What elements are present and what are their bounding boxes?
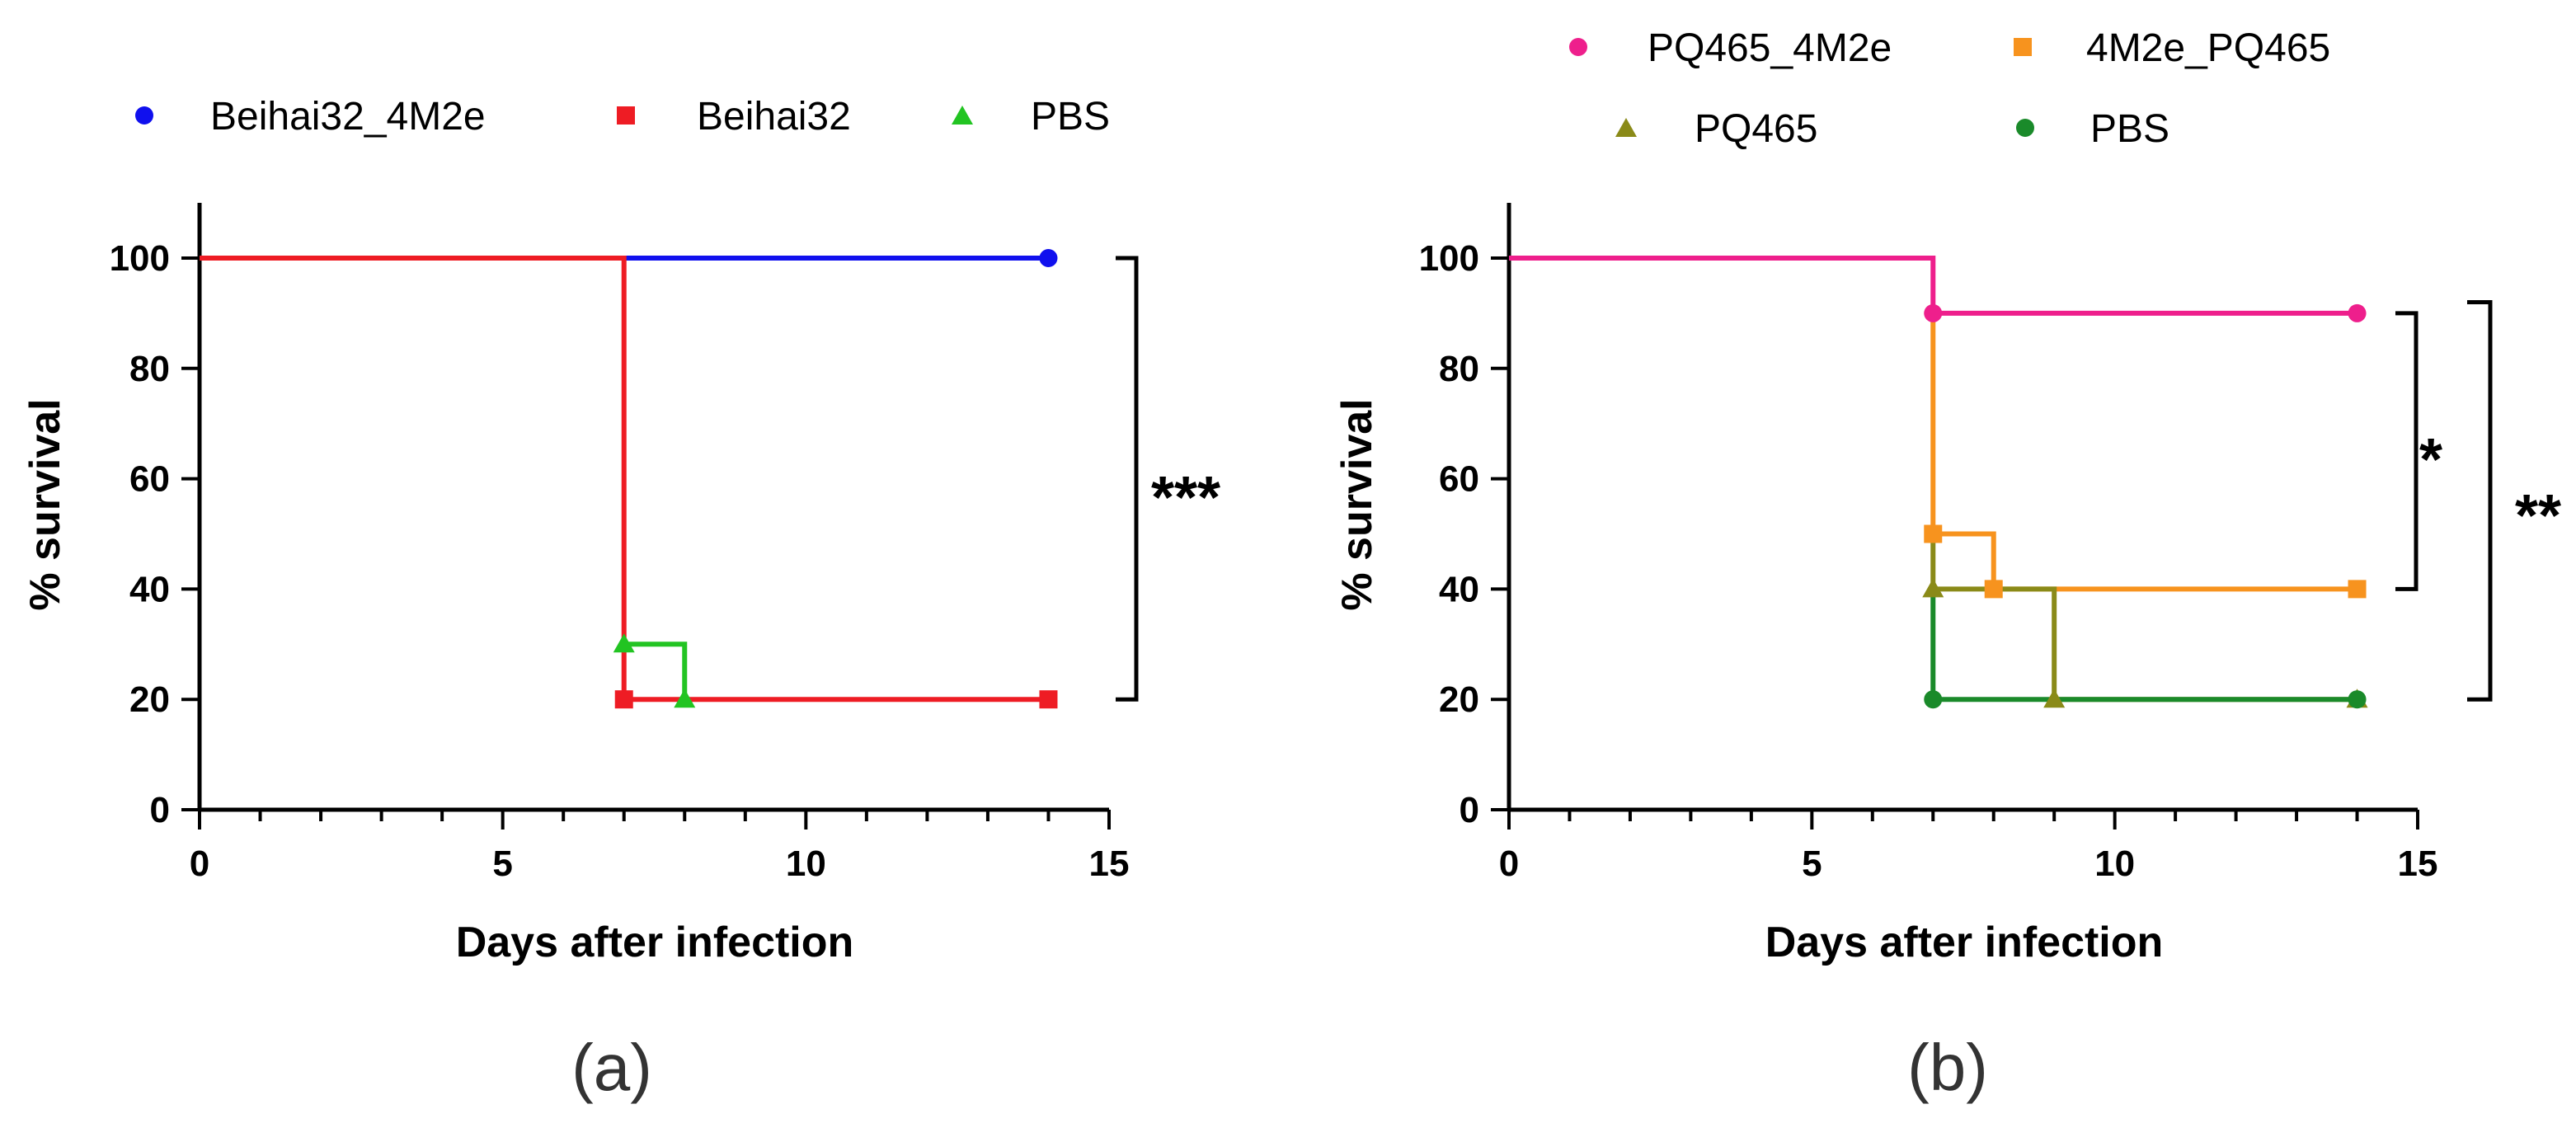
- significance-label: ***: [1151, 465, 1220, 531]
- legend-label: Beihai32_4M2e: [210, 95, 486, 139]
- data-point-marker: [1924, 524, 1943, 543]
- y-tick-label: 80: [1439, 349, 1479, 389]
- legend-entry: PBS: [2016, 107, 2169, 151]
- data-point-marker: [2348, 690, 2367, 709]
- legend-entry: PQ465: [1615, 107, 1817, 151]
- legend-label: Beihai32: [697, 95, 851, 139]
- x-axis-label: Days after infection: [456, 919, 854, 966]
- y-tick-label: 0: [1460, 790, 1479, 830]
- panel-label: (b): [1907, 1031, 1988, 1104]
- significance-label: **: [2515, 483, 2561, 549]
- y-tick-label: 20: [129, 679, 170, 720]
- legend-label: PBS: [1031, 95, 1110, 139]
- legend-entry: PQ465_4M2e: [1569, 26, 1892, 70]
- data-point-marker: [2043, 689, 2066, 708]
- significance-label: *: [2419, 427, 2442, 493]
- y-tick-label: 80: [129, 349, 170, 389]
- data-point-marker: [614, 690, 633, 709]
- data-point-marker: [1984, 580, 2003, 599]
- x-tick-label: 10: [786, 844, 826, 884]
- y-tick-label: 40: [1439, 569, 1479, 609]
- panel-a: Beihai32_4M2e Beihai32 PBS % survival Da…: [21, 95, 1220, 1104]
- data-point-marker: [2348, 580, 2367, 599]
- legend-label: 4M2e_PQ465: [2086, 26, 2330, 70]
- plot-area: 0 5 10 15 0 20 40 60 80 100: [1419, 203, 2493, 884]
- series-line: [623, 642, 688, 700]
- y-tick-label: 100: [1419, 238, 1479, 279]
- x-tick-label: 5: [1802, 844, 1822, 884]
- legend-label: PBS: [2090, 107, 2169, 151]
- series-line: [1930, 313, 2357, 592]
- x-tick-label: 15: [2398, 844, 2438, 884]
- y-axis-label: % survival: [21, 398, 69, 610]
- data-point-marker: [1922, 578, 1944, 598]
- x-tick-label: 10: [2094, 844, 2135, 884]
- y-axis-label: % survival: [1333, 398, 1381, 610]
- significance-bracket: [2467, 300, 2493, 702]
- data-point-marker: [1039, 249, 1058, 267]
- legend-marker-triangle: [952, 106, 973, 125]
- significance-bracket: [1116, 256, 1139, 702]
- panel-label: (a): [571, 1031, 652, 1104]
- data-point-marker: [1924, 303, 1943, 322]
- x-axis-label: Days after infection: [1765, 919, 2164, 966]
- data-point-marker: [1924, 690, 1943, 709]
- x-tick-label: 0: [190, 844, 209, 884]
- x-tick-label: 0: [1499, 844, 1519, 884]
- legend-marker-circle: [2016, 119, 2034, 137]
- data-point-marker: [674, 689, 696, 708]
- data-point-marker: [613, 633, 635, 653]
- y-tick-label: 100: [110, 238, 170, 279]
- legend-marker-square: [617, 106, 635, 125]
- panel-b: PQ465_4M2e 4M2e_PQ465 PQ465 PBS % surviv…: [1333, 26, 2561, 1104]
- series-line: [200, 256, 1049, 703]
- legend-entry: PBS: [952, 95, 1110, 139]
- y-tick-label: 0: [150, 790, 170, 830]
- legend-label: PQ465_4M2e: [1648, 26, 1892, 70]
- data-point-marker: [1039, 690, 1058, 709]
- y-tick-label: 40: [129, 569, 170, 609]
- legend-entry: 4M2e_PQ465: [2014, 26, 2330, 70]
- legend-marker-circle: [1569, 38, 1587, 56]
- legend-label: PQ465: [1695, 107, 1817, 151]
- legend-marker-circle: [135, 106, 153, 125]
- y-tick-label: 60: [1439, 459, 1479, 500]
- legend: Beihai32_4M2e Beihai32 PBS: [135, 95, 1110, 139]
- legend: PQ465_4M2e 4M2e_PQ465 PQ465 PBS: [1569, 26, 2330, 151]
- significance-bracket: [2395, 311, 2419, 591]
- legend-entry: Beihai32: [617, 95, 851, 139]
- legend-entry: Beihai32_4M2e: [135, 95, 486, 139]
- series-line: [1930, 589, 2357, 703]
- x-tick-label: 5: [492, 844, 512, 884]
- legend-marker-triangle: [1615, 118, 1637, 137]
- plot-area: 0 5 10 15 0 20 40 60 80 100: [110, 203, 1139, 884]
- series-line: [1930, 533, 2357, 703]
- legend-marker-square: [2014, 38, 2032, 56]
- data-point-marker: [2348, 303, 2367, 322]
- y-tick-label: 60: [129, 459, 170, 500]
- series-line: [1509, 256, 2357, 316]
- y-tick-label: 20: [1439, 679, 1479, 720]
- x-tick-label: 15: [1089, 844, 1130, 884]
